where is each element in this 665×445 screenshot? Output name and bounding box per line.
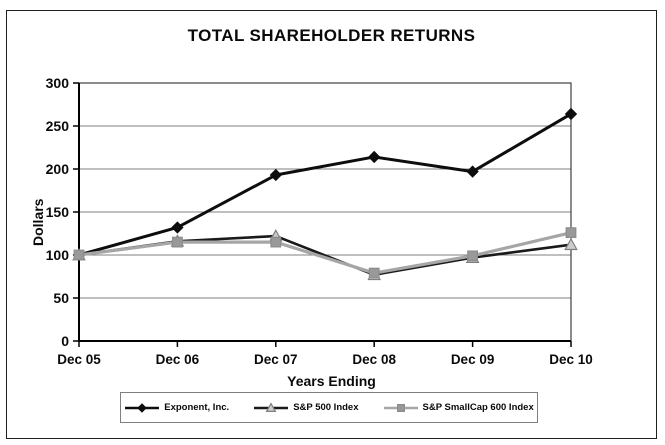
y-tick-label: 0 — [61, 333, 69, 349]
legend-item: Exponent, Inc. — [124, 402, 229, 414]
x-tick-label: Dec 10 — [549, 352, 593, 367]
series-line — [78, 112, 572, 257]
legend-item: S&P SmallCap 600 Index — [383, 402, 534, 414]
square-marker — [270, 236, 282, 248]
legend-label: S&P SmallCap 600 Index — [422, 402, 534, 413]
square-marker — [565, 227, 577, 239]
chart-outer-border — [6, 10, 657, 439]
series-line — [78, 231, 572, 275]
triangle-marker — [265, 401, 277, 412]
square-marker — [396, 403, 405, 412]
x-tick-label: Dec 08 — [352, 352, 396, 367]
y-tick-label: 200 — [46, 161, 70, 177]
legend-item: S&P 500 Index — [253, 401, 359, 414]
y-tick-label: 50 — [53, 290, 69, 306]
legend: Exponent, Inc. S&P 500 Index S&P SmallCap … — [120, 392, 538, 423]
y-tick-label: 300 — [46, 75, 70, 91]
legend-swatch-triangle — [254, 401, 289, 412]
square-marker — [73, 249, 85, 261]
x-tick-label: Dec 05 — [57, 352, 101, 367]
x-axis-title: Years Ending — [287, 373, 376, 389]
square-marker — [172, 236, 183, 248]
y-tick-label: 100 — [46, 247, 70, 263]
legend-label: Exponent, Inc. — [164, 402, 230, 413]
legend-label: S&P 500 Index — [293, 402, 359, 413]
diamond-marker — [269, 168, 282, 182]
y-tick-label: 150 — [46, 204, 70, 220]
triangle-marker — [564, 237, 578, 251]
square-marker — [368, 267, 380, 279]
x-tick-label: Dec 07 — [254, 352, 298, 367]
legend-swatch-diamond — [125, 402, 160, 413]
x-tick-label: Dec 09 — [451, 352, 495, 367]
x-tick-label: Dec 06 — [156, 352, 200, 367]
diamond-marker — [564, 107, 578, 121]
legend-swatch-square — [383, 403, 418, 412]
diamond-marker — [368, 150, 381, 164]
diamond-marker — [137, 402, 147, 413]
chart-title: TOTAL SHAREHOLDER RETURNS — [187, 26, 476, 45]
y-tick-label: 250 — [46, 118, 70, 134]
diamond-marker — [171, 221, 184, 234]
diamond-marker — [466, 165, 479, 178]
square-marker — [467, 250, 478, 262]
